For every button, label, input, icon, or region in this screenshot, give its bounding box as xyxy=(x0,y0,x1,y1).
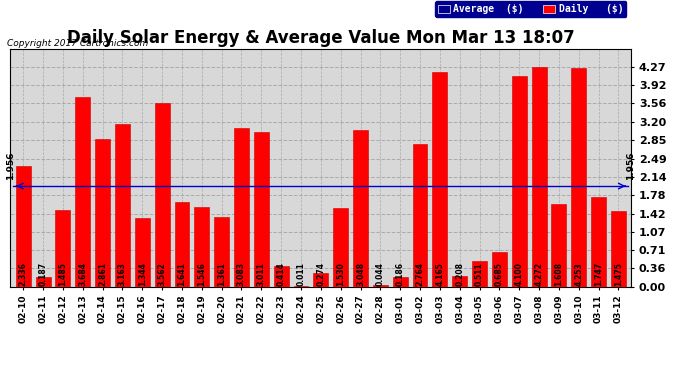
Bar xyxy=(313,273,328,287)
Text: 4.253: 4.253 xyxy=(574,262,583,286)
Text: 1.344: 1.344 xyxy=(138,262,147,286)
Text: 1.361: 1.361 xyxy=(217,262,226,286)
Text: 1.608: 1.608 xyxy=(555,262,564,286)
Text: 3.011: 3.011 xyxy=(257,262,266,286)
Bar xyxy=(452,276,467,287)
Text: 1.956: 1.956 xyxy=(626,152,635,180)
Text: 1.641: 1.641 xyxy=(177,262,186,286)
Bar xyxy=(36,277,50,287)
Bar xyxy=(532,67,546,287)
Bar xyxy=(333,208,348,287)
Bar xyxy=(55,210,70,287)
Text: 1.530: 1.530 xyxy=(336,262,345,286)
Text: 2.336: 2.336 xyxy=(19,262,28,286)
Legend: Average  ($), Daily   ($): Average ($), Daily ($) xyxy=(435,1,627,17)
Bar xyxy=(175,202,190,287)
Bar xyxy=(155,103,170,287)
Text: 1.475: 1.475 xyxy=(614,262,623,286)
Text: 2.861: 2.861 xyxy=(98,262,107,286)
Text: 1.485: 1.485 xyxy=(59,262,68,286)
Text: 0.414: 0.414 xyxy=(277,262,286,286)
Bar xyxy=(611,211,626,287)
Bar xyxy=(551,204,566,287)
Text: 3.048: 3.048 xyxy=(356,262,365,286)
Bar xyxy=(195,207,209,287)
Text: 3.684: 3.684 xyxy=(78,262,87,286)
Text: 2.764: 2.764 xyxy=(415,262,424,286)
Bar xyxy=(492,252,507,287)
Text: 3.562: 3.562 xyxy=(157,262,166,286)
Bar xyxy=(75,97,90,287)
Bar xyxy=(234,128,249,287)
Bar xyxy=(115,124,130,287)
Bar xyxy=(95,140,110,287)
Text: 1.546: 1.546 xyxy=(197,262,206,286)
Bar xyxy=(472,261,487,287)
Bar xyxy=(214,217,229,287)
Bar xyxy=(393,277,408,287)
Bar xyxy=(254,132,269,287)
Text: 0.685: 0.685 xyxy=(495,262,504,286)
Text: 4.272: 4.272 xyxy=(535,262,544,286)
Text: 0.208: 0.208 xyxy=(455,262,464,286)
Text: 3.083: 3.083 xyxy=(237,262,246,286)
Text: 0.011: 0.011 xyxy=(297,262,306,286)
Text: 0.511: 0.511 xyxy=(475,262,484,286)
Bar xyxy=(433,72,447,287)
Text: 4.165: 4.165 xyxy=(435,262,444,286)
Bar xyxy=(591,197,606,287)
Bar xyxy=(274,266,288,287)
Text: 0.187: 0.187 xyxy=(39,262,48,286)
Text: 0.186: 0.186 xyxy=(395,262,405,286)
Bar xyxy=(293,286,308,287)
Bar xyxy=(571,68,586,287)
Bar xyxy=(353,130,368,287)
Text: 0.274: 0.274 xyxy=(316,262,326,286)
Text: 0.044: 0.044 xyxy=(376,262,385,286)
Bar xyxy=(413,144,428,287)
Bar xyxy=(16,166,30,287)
Text: 4.100: 4.100 xyxy=(515,262,524,286)
Bar xyxy=(512,75,526,287)
Bar xyxy=(373,285,388,287)
Text: 3.163: 3.163 xyxy=(118,262,127,286)
Text: 1.747: 1.747 xyxy=(594,262,603,286)
Bar xyxy=(135,217,150,287)
Text: Copyright 2017 Cartronics.com: Copyright 2017 Cartronics.com xyxy=(7,39,148,48)
Text: 1.956: 1.956 xyxy=(6,152,15,180)
Title: Daily Solar Energy & Average Value Mon Mar 13 18:07: Daily Solar Energy & Average Value Mon M… xyxy=(67,29,575,47)
